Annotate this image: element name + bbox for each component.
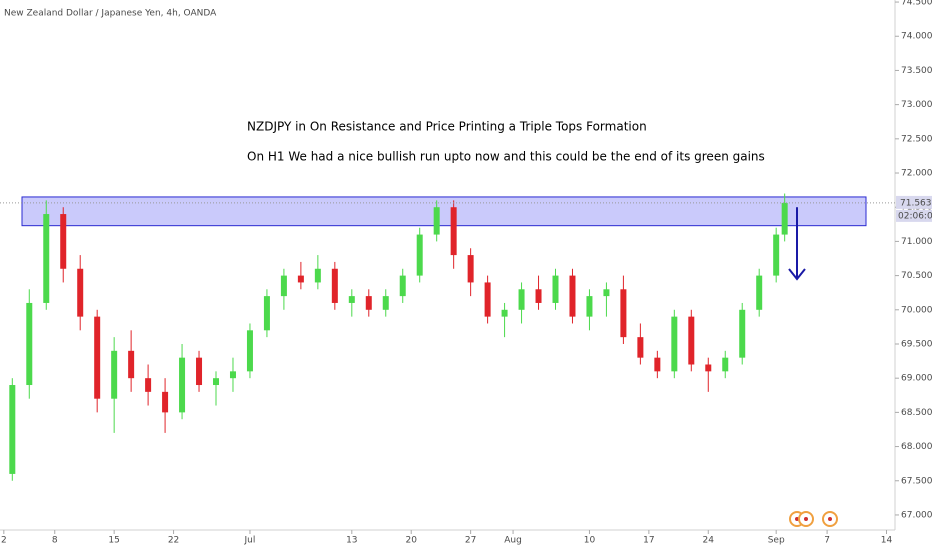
x-tick-label: 22 [168,536,179,546]
y-tick-label: 71.000 [901,237,932,247]
candle-body [162,391,169,413]
candle-body [399,275,406,297]
candle-body [348,296,355,303]
y-tick-label: 69.000 [901,374,932,384]
candle-body [43,214,50,303]
y-tick-label: 68.500 [901,408,932,418]
candle-body [518,289,525,310]
candle-body [179,357,186,413]
candle-body [484,282,491,317]
countdown: 02:06:01 [898,211,932,221]
y-tick-label: 70.000 [901,305,932,315]
candle-body [756,275,763,310]
x-tick-label: Aug [504,536,522,546]
x-tick-label: 7 [824,536,830,546]
candle-body [467,255,474,283]
candle-body [688,316,695,365]
candle-body [433,207,440,235]
x-tick-label: 8 [52,536,58,546]
candle-body [229,371,236,379]
last-price-box [896,195,932,209]
indicator-icons [789,511,838,527]
candle-body [94,316,101,399]
candle-body [569,275,576,317]
y-tick-label: 72.500 [901,134,932,144]
candle-body [722,357,729,372]
candle-body [263,296,270,331]
y-tick-label: 74.000 [901,32,932,42]
candle-body [26,302,33,386]
y-tick-label: 68.000 [901,442,932,452]
y-tick-label: 73.500 [901,66,932,76]
annotation: On H1 We had a nice bullish run upto now… [247,150,765,164]
y-tick-label: 72.000 [901,169,932,179]
candle-body [246,330,253,372]
candle-body [705,364,712,372]
countdown-box [896,209,932,222]
candle-body [781,202,788,235]
x-tick-label: 10 [584,536,596,546]
chart-title: New Zealand Dollar / Japanese Yen, 4h, O… [4,9,217,19]
y-tick-label: 67.000 [901,510,932,520]
candle-body [586,296,593,317]
candle-body [501,309,508,317]
candle-body [603,289,610,297]
annotation: NZDJPY in On Resistance and Price Printi… [247,120,647,134]
candle-body [739,309,746,358]
candle-body [77,268,84,317]
x-tick-label: 20 [405,536,417,546]
x-tick-label: Sep [768,536,785,546]
y-tick-label: 67.500 [901,476,932,486]
candle-body [213,378,220,386]
candle-body [773,234,780,276]
candle-body [416,234,423,276]
candle-body [128,350,135,379]
y-tick-label: 74.500 [901,0,932,8]
last-price-label: 71.563 [900,198,932,208]
candle-body [620,289,627,338]
x-tick-label: 24 [703,536,715,546]
candle-body [365,296,372,310]
y-tick-label: 73.000 [901,100,932,110]
x-tick-label: 14 [881,536,893,546]
x-tick-label: 2 [1,536,7,546]
candle-body [314,268,321,283]
y-tick-label: 70.500 [901,271,932,281]
resistance-zone [21,196,867,227]
candle-body [196,357,203,386]
candle-body [297,275,304,283]
candle-body [145,378,152,392]
y-tick-label: 69.500 [901,339,932,349]
x-tick-label: 13 [346,536,357,546]
x-tick-label: 15 [108,536,119,546]
candle-body [535,289,542,303]
candle-body [9,385,16,474]
candle-body [450,207,457,256]
x-tick-label: Jul [244,536,256,546]
candle-body [654,357,661,372]
candle-body [637,337,644,358]
candle-body [60,214,67,269]
candle-body [671,316,678,372]
candle-body [331,268,338,303]
candle-body [280,275,287,297]
candle-body [382,296,389,310]
x-tick-label: 17 [643,536,654,546]
arrow-head [788,268,806,281]
x-tick-label: 27 [465,536,476,546]
candle-body [111,350,118,399]
candle-body [552,275,559,303]
